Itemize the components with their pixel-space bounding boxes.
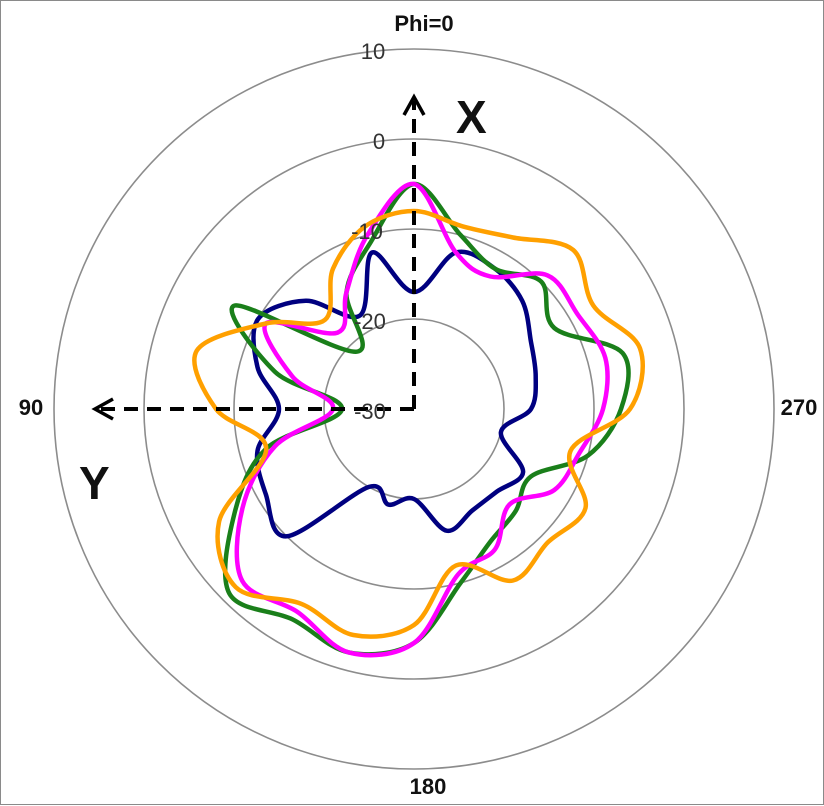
grid-ring: [143, 138, 685, 680]
series-line-3: [234, 181, 610, 658]
radial-tick-10: 10: [361, 39, 385, 64]
x-axis-arrowhead: [402, 93, 426, 116]
radial-tick-minus-10: -10: [351, 219, 383, 244]
radial-tick-0: 0: [373, 129, 385, 154]
radial-tick-minus-30: -30: [354, 399, 386, 424]
x-axis-label: X: [456, 91, 487, 143]
angle-label-left: 90: [19, 395, 43, 420]
angle-label-top: Phi=0: [394, 11, 453, 36]
grid-ring: [53, 48, 775, 770]
y-axis-arrowhead: [91, 397, 114, 421]
grid-ring: [233, 228, 595, 590]
labels: Phi=0 90 270 180 10 0 -10 -20 -30: [19, 11, 818, 799]
series-line-2: [222, 181, 631, 657]
y-axis-label: Y: [79, 457, 110, 509]
series-traces: [192, 181, 645, 658]
axis-arrows: X Y: [79, 91, 487, 509]
radial-tick-minus-20: -20: [354, 309, 386, 334]
series-line-1: [251, 249, 539, 539]
angle-label-right: 270: [781, 395, 818, 420]
angle-label-bottom: 180: [410, 774, 447, 799]
series-line-4: [192, 208, 645, 639]
